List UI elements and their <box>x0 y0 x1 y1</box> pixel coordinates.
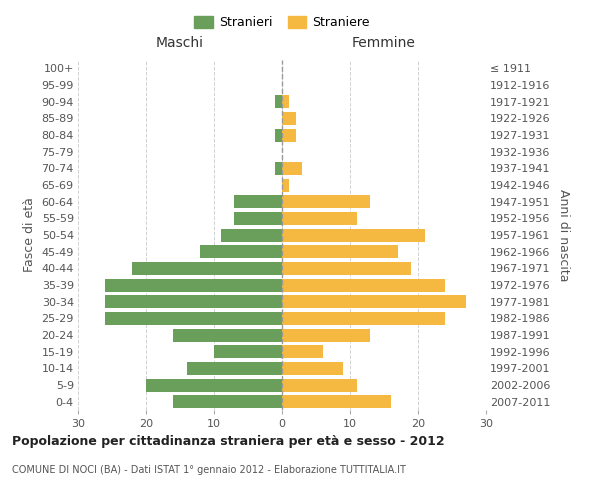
Bar <box>282 328 370 342</box>
Bar <box>282 345 323 358</box>
Y-axis label: Fasce di età: Fasce di età <box>23 198 36 272</box>
Bar <box>282 295 466 308</box>
Bar <box>282 378 357 392</box>
Bar <box>282 278 445 291</box>
Bar <box>146 378 282 392</box>
Bar <box>187 362 282 375</box>
Bar <box>282 95 289 108</box>
Legend: Stranieri, Straniere: Stranieri, Straniere <box>194 16 370 30</box>
Bar <box>282 128 296 141</box>
Bar <box>173 395 282 408</box>
Bar <box>282 262 411 275</box>
Bar <box>282 178 289 192</box>
Bar <box>275 162 282 175</box>
Text: COMUNE DI NOCI (BA) - Dati ISTAT 1° gennaio 2012 - Elaborazione TUTTITALIA.IT: COMUNE DI NOCI (BA) - Dati ISTAT 1° genn… <box>12 465 406 475</box>
Bar <box>282 195 370 208</box>
Bar <box>282 312 445 325</box>
Bar <box>105 295 282 308</box>
Text: Popolazione per cittadinanza straniera per età e sesso - 2012: Popolazione per cittadinanza straniera p… <box>12 435 445 448</box>
Bar <box>221 228 282 241</box>
Bar <box>105 278 282 291</box>
Bar <box>105 312 282 325</box>
Bar <box>275 128 282 141</box>
Bar <box>275 95 282 108</box>
Bar <box>282 362 343 375</box>
Bar <box>282 245 398 258</box>
Bar <box>282 212 357 225</box>
Text: Maschi: Maschi <box>156 36 204 50</box>
Bar <box>282 162 302 175</box>
Bar <box>282 228 425 241</box>
Bar <box>133 262 282 275</box>
Y-axis label: Anni di nascita: Anni di nascita <box>557 188 570 281</box>
Bar <box>173 328 282 342</box>
Bar <box>282 395 391 408</box>
Bar <box>200 245 282 258</box>
Text: Femmine: Femmine <box>352 36 416 50</box>
Bar <box>214 345 282 358</box>
Bar <box>235 195 282 208</box>
Bar <box>282 112 296 125</box>
Bar <box>235 212 282 225</box>
